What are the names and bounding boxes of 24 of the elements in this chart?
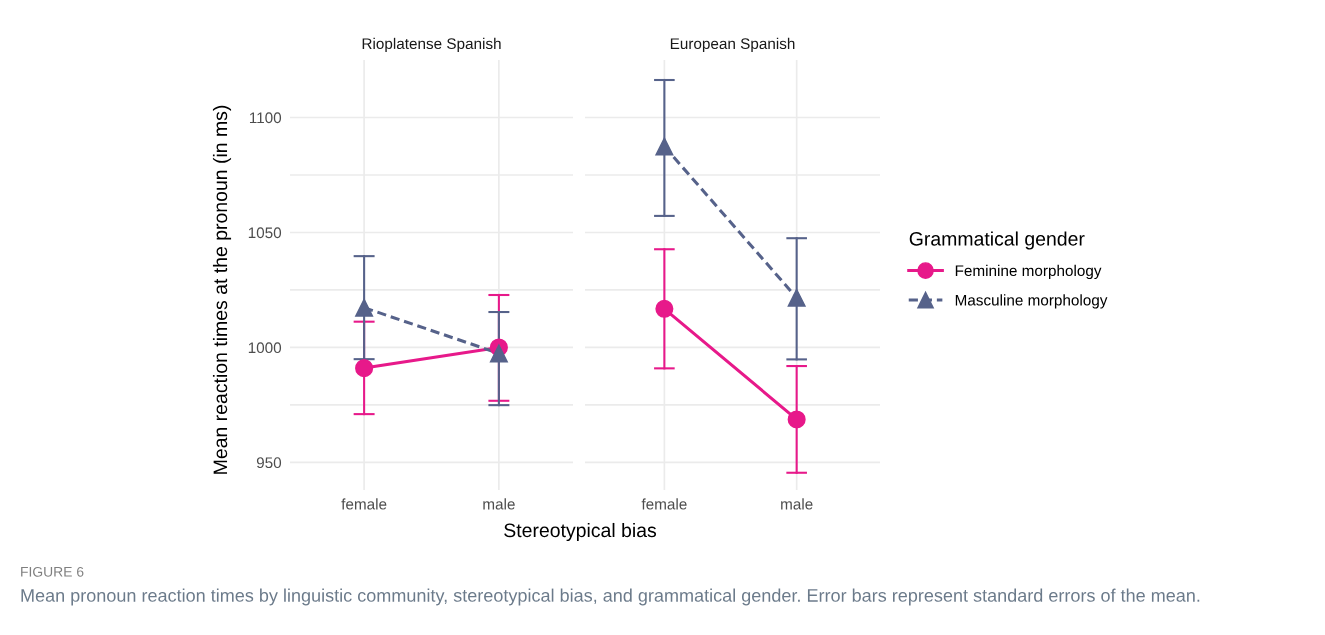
point	[489, 344, 508, 363]
y-axis-title: Mean reaction times at the pronoun (in ms)	[212, 105, 232, 474]
legend-title: Grammatical gender	[909, 231, 1085, 250]
legend-label: Masculine morphology	[955, 294, 1108, 309]
x-tick-label: female	[641, 498, 687, 510]
legend-label: Feminine morphology	[955, 264, 1102, 280]
chart-title: Rioplatense Spanish	[362, 37, 501, 53]
x-tick-label: male	[781, 498, 813, 510]
x-tick-label: male	[483, 498, 515, 510]
chart-title: European Spanish	[670, 37, 795, 53]
y-tick-label: 950	[256, 457, 282, 469]
point	[655, 299, 674, 318]
x-axis-title: Stereotypical bias	[504, 522, 657, 542]
point	[787, 410, 806, 429]
y-tick-label: 1000	[248, 342, 282, 354]
point	[655, 137, 674, 156]
y-tick-label: 1050	[248, 227, 282, 239]
y-tick-label: 1100	[249, 112, 282, 124]
point	[355, 359, 374, 378]
point	[787, 288, 806, 307]
x-tick-label: female	[341, 498, 387, 510]
caption: FIGURE 6	[21, 566, 84, 577]
point	[355, 298, 374, 317]
text: Mean pronoun reaction times by linguistic community, stereotypical bias, and grammatical gender. Error bars represent standard errors of the mean.	[21, 588, 1200, 606]
